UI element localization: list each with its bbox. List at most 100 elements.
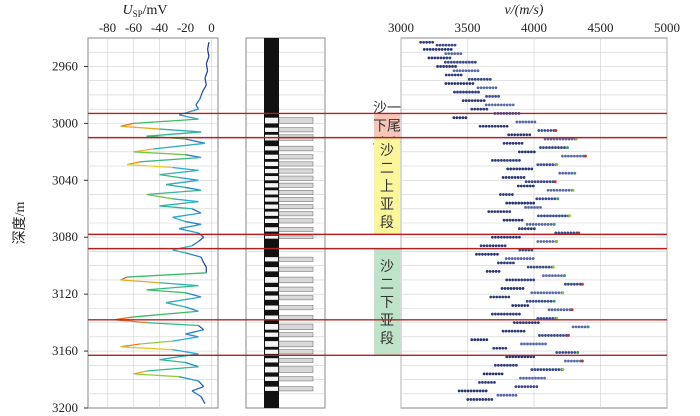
zone-label: 上 <box>380 179 394 195</box>
velocity-point <box>461 60 465 64</box>
lithology-bed-bar <box>278 161 314 167</box>
velocity-point <box>462 90 465 94</box>
velocity-point <box>505 193 508 196</box>
velocity-point <box>466 398 470 401</box>
sp-curve-segment <box>126 272 207 278</box>
velocity-point <box>515 287 519 290</box>
velocity-point <box>473 338 477 342</box>
velocity-point <box>444 52 448 56</box>
velocity-point <box>490 398 494 401</box>
velocity-point <box>431 47 435 51</box>
velocity-point <box>548 368 552 371</box>
velocity-point <box>453 73 457 77</box>
velocity-point <box>534 376 537 380</box>
velocity-point <box>514 141 518 145</box>
velocity-point <box>523 385 527 389</box>
velocity-point <box>557 146 560 149</box>
velocity-point <box>553 308 557 312</box>
velocity-point <box>571 325 575 329</box>
velocity-point <box>543 129 547 132</box>
velocity-point <box>470 338 474 342</box>
sp-curve-segment <box>172 245 193 251</box>
velocity-point <box>522 329 526 333</box>
velocity-point <box>500 235 503 239</box>
velocity-point <box>496 124 500 128</box>
sp-curve-segment <box>172 216 186 223</box>
velocity-tick-label: 4000 <box>521 20 547 35</box>
velocity-point <box>485 86 489 90</box>
velocity-point <box>485 269 489 273</box>
velocity-point <box>551 368 555 371</box>
lithology-bed-bar <box>278 218 314 224</box>
velocity-point <box>509 167 513 171</box>
zone-label: 段 <box>380 215 394 231</box>
velocity-point <box>508 201 512 205</box>
velocity-point <box>497 94 500 98</box>
sp-curve-segment <box>191 208 202 214</box>
velocity-point <box>459 52 463 56</box>
velocity-point <box>517 201 521 205</box>
velocity-point <box>540 223 544 226</box>
velocity-point <box>500 261 503 265</box>
velocity-point <box>470 77 474 81</box>
velocity-point <box>540 129 544 132</box>
sp-tick-label: -20 <box>177 20 194 35</box>
velocity-point <box>494 372 498 376</box>
velocity-point <box>554 291 558 295</box>
velocity-point <box>507 176 511 179</box>
velocity-point <box>531 299 535 303</box>
velocity-point <box>536 180 540 184</box>
velocity-point <box>505 355 509 359</box>
lithology-bed-bar <box>278 226 314 232</box>
velocity-point <box>491 244 495 248</box>
velocity-point <box>537 376 540 380</box>
velocity-point <box>491 312 494 316</box>
velocity-point <box>503 287 507 290</box>
velocity-point <box>564 351 568 354</box>
velocity-point <box>496 252 499 256</box>
velocity-point <box>452 116 456 120</box>
velocity-point <box>450 52 454 56</box>
velocity-point <box>453 82 457 85</box>
lithology-bed-white <box>265 204 278 209</box>
sp-curve-segment <box>203 262 207 268</box>
velocity-point <box>519 329 523 333</box>
velocity-point <box>457 389 461 393</box>
velocity-point <box>580 325 584 329</box>
velocity-point <box>455 69 459 73</box>
velocity-point <box>505 278 509 282</box>
sp-curve-segment <box>172 249 186 254</box>
velocity-point-accent <box>561 291 565 295</box>
velocity-point <box>462 82 466 85</box>
velocity-point <box>478 398 482 401</box>
velocity-point <box>525 133 529 137</box>
velocity-point <box>536 316 540 320</box>
velocity-point <box>511 304 515 307</box>
velocity-point <box>478 389 482 393</box>
lithology-bed-white <box>265 154 278 159</box>
velocity-point <box>523 278 527 282</box>
velocity-point <box>525 184 529 188</box>
velocity-tick-label: 4500 <box>588 20 614 35</box>
velocity-point <box>521 167 525 171</box>
velocity-point <box>484 124 488 128</box>
velocity-point <box>534 223 538 226</box>
velocity-point <box>436 56 440 60</box>
sp-curve-segment <box>200 256 205 264</box>
lithology-bed-bar <box>278 276 314 284</box>
velocity-point <box>488 86 492 90</box>
velocity-point <box>540 214 543 218</box>
velocity-point <box>508 141 512 145</box>
velocity-point <box>554 368 558 371</box>
sp-curve-segment <box>126 164 173 169</box>
velocity-point <box>444 82 448 85</box>
velocity-point <box>482 107 486 111</box>
velocity-point <box>490 103 494 107</box>
velocity-point <box>476 99 480 103</box>
sp-curve-segment <box>120 346 173 351</box>
velocity-point <box>467 60 471 64</box>
velocity-point <box>532 342 535 346</box>
velocity-point <box>504 329 508 333</box>
velocity-point-accent <box>552 222 556 226</box>
velocity-point <box>502 141 506 145</box>
